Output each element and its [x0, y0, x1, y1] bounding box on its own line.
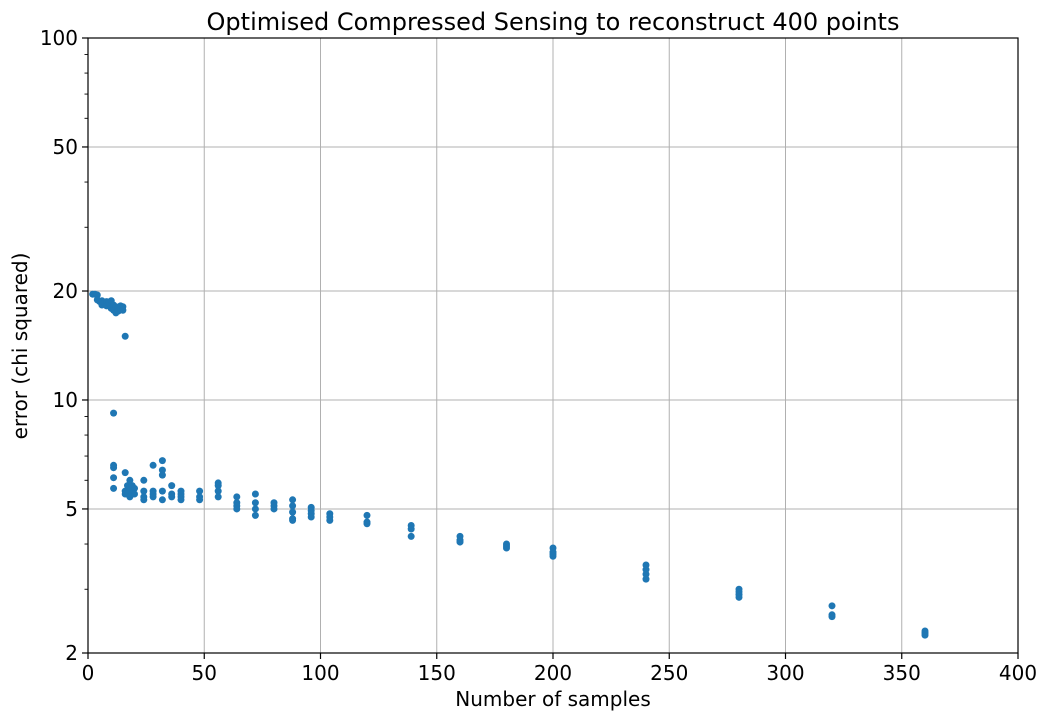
data-point: [126, 476, 134, 484]
data-point: [270, 505, 278, 513]
chart-title: Optimised Compressed Sensing to reconstr…: [207, 8, 900, 36]
data-point: [158, 457, 166, 465]
data-point: [251, 499, 259, 507]
x-tick-label: 300: [766, 661, 804, 685]
data-point: [196, 496, 204, 504]
data-point: [289, 516, 297, 524]
data-point: [214, 487, 222, 495]
data-point: [251, 505, 259, 513]
x-tick-label: 400: [999, 661, 1037, 685]
x-tick-label: 350: [883, 661, 921, 685]
data-point: [363, 520, 371, 528]
data-point: [233, 505, 241, 513]
data-point: [158, 466, 166, 474]
x-axis-ticks: 0 50 100 150 200 250 300 350 400: [82, 653, 1037, 685]
data-point: [289, 508, 297, 516]
data-point: [828, 602, 836, 610]
data-point: [307, 513, 315, 521]
data-point: [121, 469, 129, 477]
data-point: [110, 474, 118, 482]
y-tick-label: 2: [65, 641, 78, 665]
data-point: [131, 484, 138, 492]
data-point: [363, 511, 371, 519]
data-point: [140, 496, 148, 504]
y-axis-ticks: 2 5 10 20 50 100: [40, 26, 88, 665]
data-point: [131, 490, 138, 498]
data-point: [407, 532, 415, 540]
y-axis-label: error (chi squared): [8, 253, 32, 440]
data-point: [642, 570, 650, 578]
data-point: [214, 482, 222, 490]
data-point: [149, 493, 157, 501]
data-point: [93, 291, 101, 299]
data-point: [735, 593, 743, 601]
data-points: [89, 290, 929, 639]
data-point: [110, 484, 118, 492]
data-point: [121, 332, 129, 340]
data-point: [289, 496, 297, 504]
y-tick-label: 50: [53, 135, 78, 159]
data-point: [251, 490, 259, 498]
y-tick-label: 10: [53, 388, 78, 412]
x-tick-label: 150: [418, 661, 456, 685]
y-tick-label: 20: [53, 279, 78, 303]
x-tick-label: 100: [301, 661, 339, 685]
data-point: [233, 493, 241, 501]
y-tick-label: 100: [40, 26, 78, 50]
data-point: [149, 461, 157, 469]
data-point: [921, 631, 929, 639]
x-axis-label: Number of samples: [455, 687, 650, 711]
y-tick-label: 5: [65, 497, 78, 521]
x-tick-label: 200: [534, 661, 572, 685]
data-point: [214, 493, 222, 501]
data-point: [110, 409, 118, 417]
x-tick-label: 250: [650, 661, 688, 685]
grid-lines: [87, 37, 1019, 654]
x-tick-label: 0: [82, 661, 95, 685]
data-point: [168, 493, 176, 501]
data-point: [503, 544, 510, 552]
data-point: [407, 525, 415, 533]
data-point: [168, 482, 176, 490]
data-point: [119, 306, 127, 314]
data-point: [456, 538, 464, 546]
data-point: [196, 487, 204, 495]
data-point: [140, 487, 148, 495]
x-tick-label: 50: [192, 661, 217, 685]
data-point: [326, 516, 334, 524]
data-point: [110, 464, 118, 472]
data-point: [642, 575, 650, 583]
data-point: [158, 487, 166, 495]
data-point: [177, 496, 185, 504]
data-point: [549, 552, 557, 560]
data-point: [251, 511, 259, 519]
data-point: [828, 613, 836, 621]
data-point: [289, 502, 297, 510]
data-point: [158, 496, 166, 504]
data-point: [158, 471, 166, 479]
data-point: [140, 476, 148, 484]
